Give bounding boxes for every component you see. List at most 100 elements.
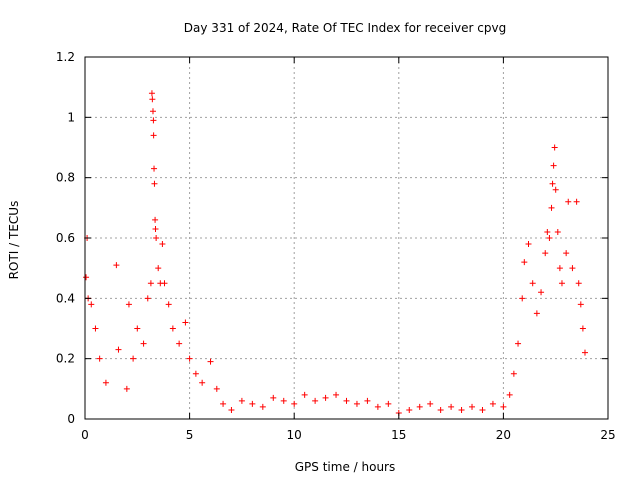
data-point bbox=[199, 379, 206, 386]
data-point bbox=[575, 280, 582, 287]
data-point bbox=[213, 385, 220, 392]
y-tick-label: 1.2 bbox=[56, 50, 75, 64]
data-point bbox=[374, 403, 381, 410]
data-point bbox=[220, 400, 227, 407]
data-point bbox=[556, 265, 563, 272]
data-point bbox=[458, 406, 465, 413]
data-point bbox=[500, 403, 507, 410]
data-point bbox=[343, 397, 350, 404]
data-point bbox=[182, 319, 189, 326]
data-point bbox=[479, 406, 486, 413]
data-point bbox=[192, 370, 199, 377]
data-point bbox=[125, 301, 132, 308]
data-point bbox=[548, 204, 555, 211]
data-point bbox=[96, 355, 103, 362]
y-tick-label: 0.4 bbox=[56, 291, 75, 305]
data-point bbox=[153, 235, 160, 241]
data-point bbox=[437, 406, 444, 413]
data-point bbox=[152, 216, 159, 223]
y-tick-label: 0.8 bbox=[56, 171, 75, 185]
x-tick-label: 25 bbox=[600, 428, 615, 442]
data-point bbox=[551, 144, 558, 151]
chart-title: Day 331 of 2024, Rate Of TEC Index for r… bbox=[184, 21, 506, 35]
data-point bbox=[155, 265, 162, 272]
data-point bbox=[469, 403, 476, 410]
data-point bbox=[149, 108, 156, 115]
data-point bbox=[115, 346, 122, 353]
data-point bbox=[563, 250, 570, 257]
data-point bbox=[416, 403, 423, 410]
data-point bbox=[150, 132, 157, 139]
data-point bbox=[538, 289, 545, 296]
data-point bbox=[249, 400, 256, 407]
y-axis-ticks: 0 0.2 0.4 0.6 0.8 1 1.2 bbox=[56, 50, 608, 426]
data-point bbox=[579, 325, 586, 332]
data-point bbox=[312, 397, 319, 404]
data-point bbox=[549, 180, 556, 187]
x-axis-label: GPS time / hours bbox=[295, 460, 396, 474]
data-point bbox=[569, 265, 576, 272]
data-point bbox=[88, 301, 95, 308]
data-point bbox=[140, 340, 147, 347]
data-point bbox=[333, 391, 340, 398]
data-point bbox=[515, 340, 522, 347]
data-point bbox=[533, 310, 540, 317]
data-point bbox=[565, 198, 572, 205]
data-point bbox=[542, 250, 549, 257]
data-point bbox=[573, 198, 580, 205]
data-point bbox=[364, 397, 371, 404]
grid-lines bbox=[85, 57, 608, 419]
data-point bbox=[558, 280, 565, 287]
data-point bbox=[291, 400, 298, 407]
data-point bbox=[385, 400, 392, 407]
data-point bbox=[113, 262, 120, 269]
data-point bbox=[150, 117, 157, 124]
data-point bbox=[529, 280, 536, 287]
data-point bbox=[552, 186, 559, 193]
data-point bbox=[152, 225, 159, 232]
data-point bbox=[259, 403, 266, 410]
data-point bbox=[519, 295, 526, 302]
data-point bbox=[130, 355, 137, 362]
data-point bbox=[554, 228, 561, 235]
data-point bbox=[169, 325, 176, 332]
data-point bbox=[161, 280, 168, 287]
data-point bbox=[280, 397, 287, 404]
data-point bbox=[525, 241, 532, 248]
data-point bbox=[92, 325, 99, 332]
data-point bbox=[149, 96, 156, 103]
data-point bbox=[270, 394, 277, 401]
data-point bbox=[83, 274, 90, 281]
y-tick-label: 0.2 bbox=[56, 352, 75, 366]
y-tick-label: 1 bbox=[67, 110, 75, 124]
data-point bbox=[506, 391, 513, 398]
data-point bbox=[448, 403, 455, 410]
data-point bbox=[159, 241, 166, 248]
x-tick-label: 20 bbox=[496, 428, 511, 442]
y-tick-label: 0.6 bbox=[56, 231, 75, 245]
data-point bbox=[165, 301, 172, 308]
data-point bbox=[489, 400, 496, 407]
data-point bbox=[427, 400, 434, 407]
data-point bbox=[544, 228, 551, 235]
data-point bbox=[207, 358, 214, 365]
data-point bbox=[301, 391, 308, 398]
data-point bbox=[546, 235, 553, 241]
data-point bbox=[134, 325, 141, 332]
data-point bbox=[147, 280, 154, 287]
x-axis-ticks: 0 5 10 15 20 25 bbox=[81, 57, 616, 442]
data-point bbox=[550, 162, 557, 169]
x-tick-label: 0 bbox=[81, 428, 89, 442]
data-point bbox=[151, 165, 158, 172]
data-point bbox=[581, 349, 588, 356]
data-point bbox=[510, 370, 517, 377]
x-tick-label: 15 bbox=[391, 428, 406, 442]
data-point bbox=[322, 394, 329, 401]
data-point bbox=[123, 385, 130, 392]
x-tick-label: 5 bbox=[186, 428, 194, 442]
data-point bbox=[186, 355, 193, 362]
data-point bbox=[521, 259, 528, 266]
data-point bbox=[228, 406, 235, 413]
data-point bbox=[406, 406, 413, 413]
